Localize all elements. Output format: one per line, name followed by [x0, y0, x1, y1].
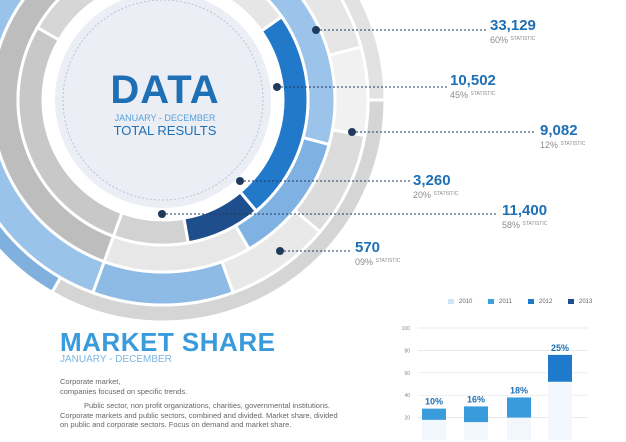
bar-segment [464, 406, 488, 423]
stat-item: 570 09% STATISTIC [355, 239, 400, 268]
stat-percent: 12% STATISTIC [540, 140, 586, 150]
bar-data-label: 18% [510, 385, 528, 395]
bar-base [464, 422, 488, 440]
stat-dot [273, 83, 281, 91]
bar-data-label: 10% [425, 397, 443, 407]
y-tick-label: 80 [404, 348, 410, 354]
bar-segment [548, 354, 572, 382]
y-tick-label: 60 [404, 371, 410, 377]
total-results-label: TOTAL RESULTS [113, 123, 217, 138]
bar-data-label: 16% [467, 394, 485, 404]
stat-value: 33,129 [490, 17, 536, 34]
legend-item-2011: 2011 [488, 299, 512, 305]
stat-dot [158, 210, 166, 218]
legend-item-2010: 2010 [448, 299, 472, 305]
stat-value: 11,400 [502, 202, 548, 219]
ring-segment [111, 210, 190, 247]
stat-item: 3,260 20% STATISTIC [413, 172, 458, 201]
stat-value: 570 [355, 239, 381, 256]
ring-center [55, 0, 271, 208]
y-tick-label: 40 [404, 393, 410, 399]
ring-segment [35, 0, 100, 43]
stat-value: 9,082 [540, 122, 578, 139]
stat-dot [348, 128, 356, 136]
legend-item-2013: 2013 [568, 299, 592, 305]
stat-percent: 45% STATISTIC [450, 90, 496, 100]
stat-dot [312, 26, 320, 34]
y-tick-label: 100 [402, 326, 411, 332]
date-range: JANUARY - DECEMBER [114, 113, 216, 123]
stat-item: 33,129 60% STATISTIC [490, 17, 536, 46]
y-tick-label: 20 [404, 416, 410, 422]
page-title: DATA [110, 68, 220, 112]
bar-data-label: 25% [551, 343, 569, 353]
paragraph-public: Public sector, non profit organizations,… [60, 401, 338, 429]
bar-segment [422, 408, 446, 420]
stat-dot [276, 247, 284, 255]
center-dashed-ring [62, 0, 264, 201]
bar-base [507, 417, 531, 440]
stat-percent: 58% STATISTIC [502, 220, 548, 230]
bar-segment [507, 397, 531, 418]
bar-chart: 20 40 60 80 100 10% 16% 18% 25% [402, 326, 588, 440]
stat-percent: 09% STATISTIC [355, 257, 401, 267]
legend-item-2012: 2012 [528, 299, 552, 305]
stat-value: 3,260 [413, 172, 451, 189]
stat-item: 9,082 12% STATISTIC [540, 122, 585, 151]
bar-base [548, 381, 572, 440]
stat-dot [236, 177, 244, 185]
stat-item: 10,502 45% STATISTIC [450, 72, 496, 101]
ring-segment [0, 0, 107, 295]
paragraph-corporate: Corporate market, companies focused on s… [60, 377, 188, 396]
stat-percent: 20% STATISTIC [413, 190, 459, 200]
stat-value: 10,502 [450, 72, 496, 89]
stat-item: 11,400 58% STATISTIC [502, 202, 547, 231]
stat-percent: 60% STATISTIC [490, 35, 536, 45]
market-share-title: MARKET SHARE [60, 327, 276, 357]
bar-base [422, 419, 446, 440]
ring-segment [340, 0, 387, 102]
market-share-subtitle: JANUARY - DECEMBER [60, 354, 172, 365]
